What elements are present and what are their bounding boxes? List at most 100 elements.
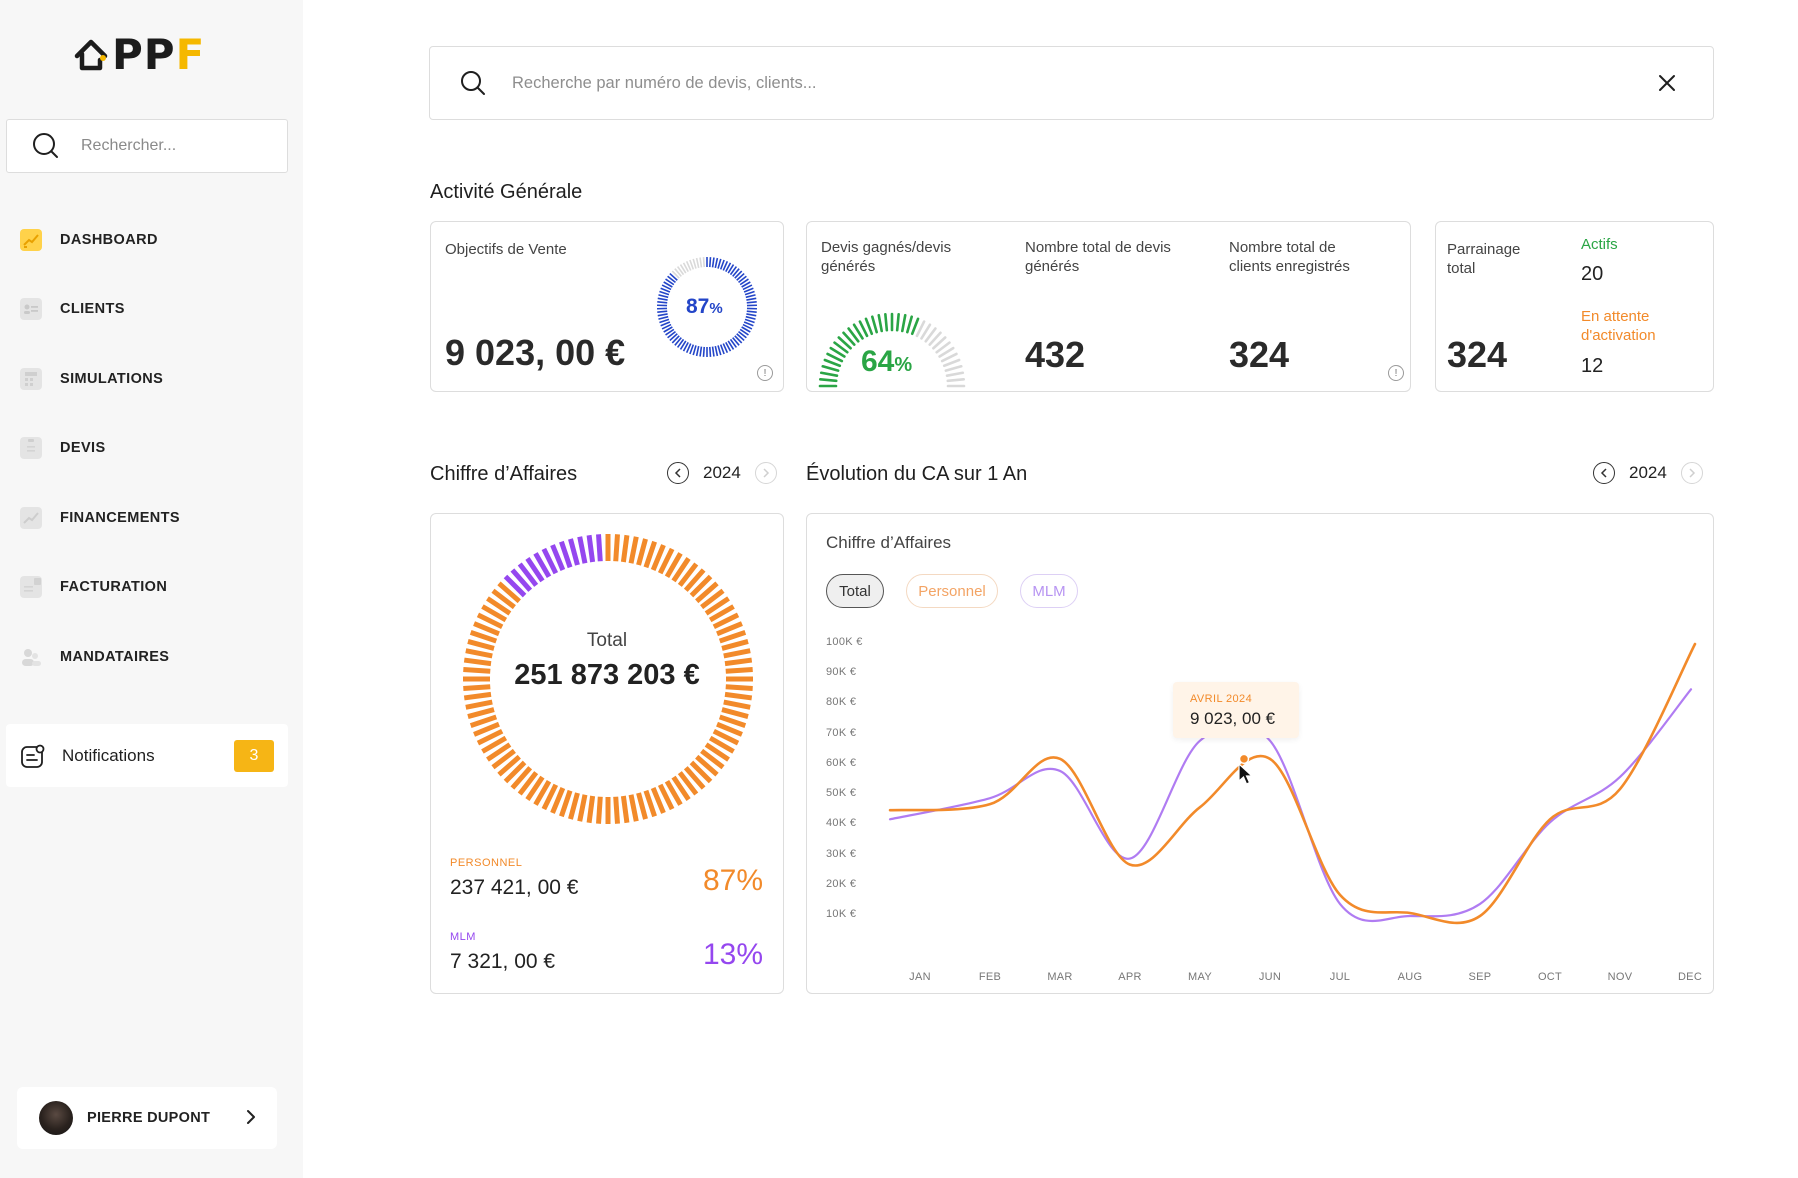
goal-ring-tick [674, 268, 682, 277]
goal-ring-tick [692, 345, 697, 356]
donut-segment [497, 754, 521, 777]
next-year-button[interactable] [754, 462, 777, 484]
goal-ring-tick [685, 343, 692, 354]
quotes-won-percent: 64% [861, 345, 913, 378]
goal-ring-tick [699, 346, 703, 357]
goal-ring-tick [663, 326, 673, 333]
goal-ring-tick [667, 275, 676, 284]
donut-segment [481, 735, 508, 754]
revenue-card: Total 251 873 203 € PERSONNEL 237 421, 0… [430, 513, 784, 994]
sidebar-item-clients[interactable]: CLIENTS [0, 275, 303, 345]
goal-ring-tick [702, 346, 706, 357]
sales-goal-card: Objectifs de Vente 9 023, 00 € 87% ! [430, 221, 784, 392]
sidebar-search-input[interactable] [81, 137, 271, 155]
tab-personnel[interactable]: Personnel [906, 574, 998, 608]
gauge-tick [938, 346, 955, 358]
sidebar-item-simulations[interactable]: SIMULATIONS [0, 344, 303, 414]
donut-segment [620, 795, 630, 824]
sidebar-item-facturation[interactable]: FACTURATION [0, 553, 303, 623]
y-tick-label: 50K € [826, 787, 857, 800]
donut-segment [613, 796, 620, 824]
goal-ring-tick [727, 264, 735, 274]
next-year-button[interactable] [1680, 462, 1703, 484]
sidebar-item-label: CLIENTS [60, 301, 125, 318]
notifications-item[interactable]: Notifications 3 [6, 724, 288, 787]
donut-segment [525, 775, 545, 801]
goal-ring-tick [738, 330, 747, 339]
donut-segment [541, 547, 559, 575]
revenue-total-value: 251 873 203 € [514, 659, 700, 691]
dashboard-icon [20, 228, 42, 251]
goal-ring-tick [745, 315, 756, 320]
chevron-right-icon [763, 468, 769, 478]
previous-year-button[interactable] [1593, 462, 1615, 484]
quotes-total-value: 432 [1025, 334, 1086, 375]
tab-total[interactable]: Total [826, 574, 884, 608]
close-icon[interactable] [1657, 73, 1677, 93]
previous-year-button[interactable] [667, 462, 689, 484]
donut-segment [613, 534, 620, 562]
sidebar-item-financements[interactable]: FINANCEMENTS [0, 483, 303, 553]
goal-ring-tick [719, 344, 725, 355]
donut-segment [650, 544, 666, 571]
goal-ring-tick [657, 310, 668, 314]
sidebar-item-mandataires[interactable]: MANDATAIRES [0, 622, 303, 692]
donut-segment [596, 534, 603, 562]
donut-segment [708, 604, 735, 623]
quotes-card: Devis gagnés/devis générés 64% Nombre to… [806, 221, 1411, 392]
user-profile[interactable]: PIERRE DUPONT [17, 1087, 277, 1149]
donut-segment [695, 581, 719, 604]
tab-mlm[interactable]: MLM [1020, 574, 1078, 608]
goal-ring-tick [679, 264, 687, 274]
revenue-total-label: Total [586, 630, 628, 651]
donut-segment [476, 612, 504, 630]
goal-ring-tick [727, 340, 735, 350]
sidebar-search[interactable] [6, 119, 288, 173]
gauge-tick [823, 358, 842, 368]
goal-ring-tick [717, 345, 722, 356]
info-icon[interactable]: ! [757, 365, 773, 381]
gauge-tick [829, 346, 846, 358]
sales-goal-percent: 87% [686, 295, 723, 318]
goal-ring-tick [719, 259, 725, 270]
donut-segment [677, 562, 699, 587]
sidebar-item-dashboard[interactable]: DASHBOARD [0, 205, 303, 275]
y-tick-label: 40K € [826, 817, 857, 830]
goal-ring-tick [742, 323, 753, 330]
gauge-tick [858, 320, 869, 338]
gauge-tick [924, 327, 937, 343]
donut-segment [491, 588, 516, 610]
goal-ring-tick [676, 338, 685, 348]
goal-ring-tick [671, 270, 680, 279]
donut-segment [716, 721, 743, 737]
donut-segment [704, 596, 730, 616]
sidebar-item-devis[interactable]: DEVIS [0, 414, 303, 484]
calculator-icon [20, 367, 42, 390]
goal-ring-tick [682, 341, 689, 352]
ppf-logo[interactable]: PPF [74, 30, 205, 79]
goal-ring-tick [702, 257, 706, 268]
x-tick-label: AUG [1397, 971, 1423, 983]
info-icon[interactable]: ! [1388, 365, 1404, 381]
series-line-mlm [888, 688, 1693, 923]
referral-total-label: Parrainage total [1447, 241, 1521, 277]
gauge-tick [945, 371, 965, 378]
sidebar-item-label: SIMULATIONS [60, 370, 164, 387]
donut-segment [550, 787, 566, 814]
global-search-input[interactable] [512, 73, 1562, 93]
donut-segment [463, 657, 492, 667]
sidebar-item-label: DEVIS [60, 440, 106, 457]
donut-segment [497, 581, 521, 604]
global-search[interactable] [429, 46, 1714, 120]
financing-chart-icon [20, 506, 42, 529]
gauge-tick [915, 320, 926, 338]
gauge-tick [940, 352, 958, 363]
evolution-card: Chiffre d’Affaires Total Personnel MLM 1… [806, 513, 1714, 994]
donut-segment [671, 557, 691, 583]
goal-ring-tick [736, 333, 745, 342]
donut-segment [704, 742, 730, 762]
goal-ring-tick [685, 260, 692, 271]
gauge-tick [944, 364, 963, 372]
sales-goal-value: 9 023, 00 € [445, 332, 626, 373]
gauge-tick [819, 378, 838, 383]
